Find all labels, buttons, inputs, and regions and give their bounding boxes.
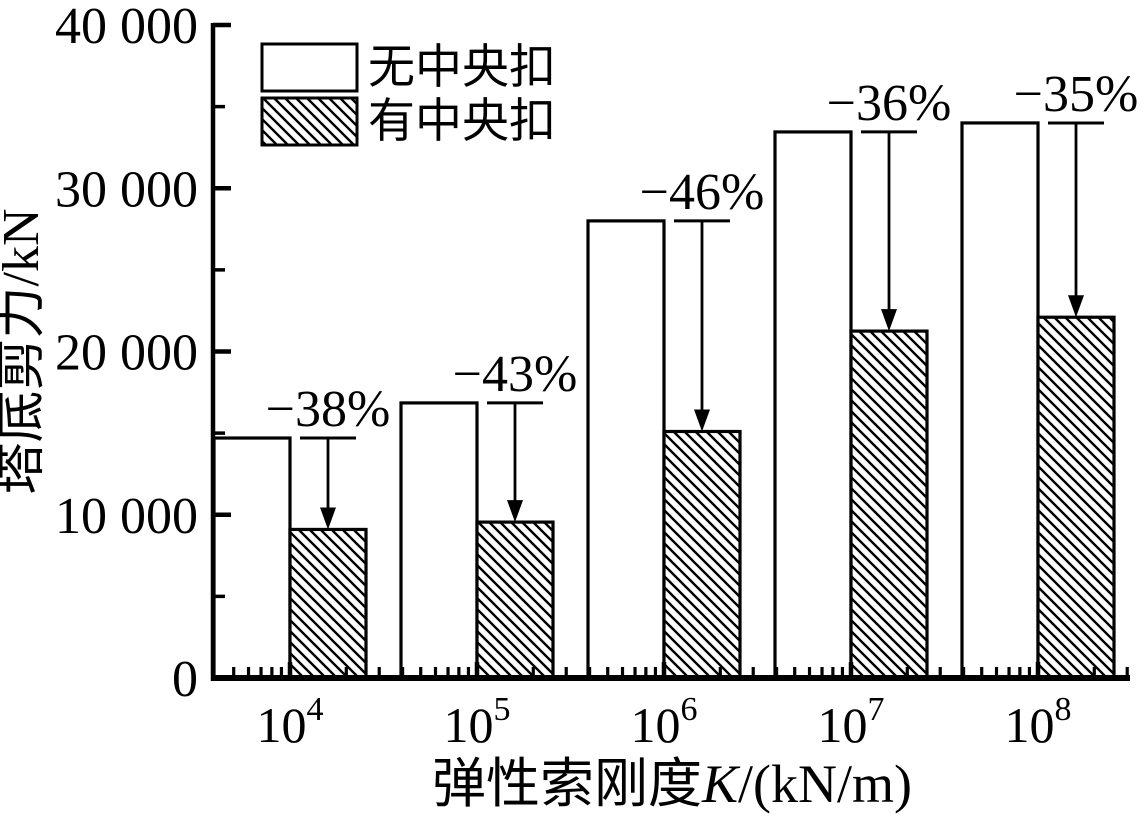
x-tick-label: 104 (257, 691, 324, 753)
x-axis-title-variable: K (701, 754, 741, 814)
bar (212, 436, 292, 680)
bar (399, 401, 479, 680)
x-axis-title: 弹性索刚度K/(kN/m) (432, 754, 912, 814)
annotation-arrowhead (507, 500, 523, 523)
x-tick-exponent: 5 (494, 691, 511, 728)
annotation: −36% (827, 75, 952, 332)
annotation-label: −38% (266, 381, 391, 438)
x-tick-label: 106 (631, 691, 698, 753)
legend-label: 无中央扣 (368, 42, 556, 94)
x-tick-base: 10 (1005, 697, 1055, 753)
x-tick-label: 108 (1005, 691, 1072, 753)
legend-swatch (260, 42, 359, 93)
annotations-group: −38% −43% −46% −36% −35% (266, 66, 1139, 530)
x-tick-base: 10 (631, 697, 681, 753)
bar (288, 527, 368, 680)
bar (1036, 315, 1116, 680)
annotation-label: −43% (453, 346, 578, 403)
annotation: −38% (266, 381, 391, 530)
x-tick-label: 107 (818, 691, 885, 753)
y-tick-label: 20 000 (55, 325, 198, 382)
annotation: −43% (453, 346, 578, 523)
annotation-label: −36% (827, 75, 952, 132)
x-tick-label: 105 (444, 691, 511, 753)
y-axis-title: 塔底剪力/kN (0, 208, 50, 494)
bar (475, 520, 555, 680)
legend-swatch (260, 96, 359, 147)
annotation-arrowhead (881, 309, 897, 332)
annotation-label: −35% (1014, 66, 1139, 123)
bar (773, 130, 853, 680)
x-tick-base: 10 (444, 697, 494, 753)
y-tick-label: 10 000 (55, 488, 198, 545)
annotation-arrowhead (694, 409, 710, 432)
x-tick-base: 10 (257, 697, 307, 753)
x-axis-title-unit: /(kN/m) (738, 754, 912, 814)
bar (849, 329, 929, 680)
annotation-label: −46% (640, 164, 765, 221)
x-tick-exponent: 6 (681, 691, 698, 728)
bar (960, 121, 1040, 680)
x-tick-exponent: 8 (1055, 691, 1072, 728)
annotation-arrowhead (320, 507, 336, 530)
x-axis-title-cjk: 弹性索刚度 (432, 754, 702, 814)
y-tick-label: 40 000 (55, 0, 198, 55)
legend-label: 有中央扣 (368, 96, 556, 148)
x-tick-exponent: 7 (868, 691, 885, 728)
annotation: −46% (640, 164, 765, 432)
bars-group (212, 121, 1116, 680)
x-tick-exponent: 4 (307, 691, 324, 728)
y-tick-label: 30 000 (55, 161, 198, 218)
bar (662, 429, 742, 680)
annotation: −35% (1014, 66, 1139, 318)
bar (586, 219, 666, 680)
x-tick-base: 10 (818, 697, 868, 753)
annotation-arrowhead (1068, 295, 1084, 318)
y-tick-label: 0 (172, 651, 198, 708)
